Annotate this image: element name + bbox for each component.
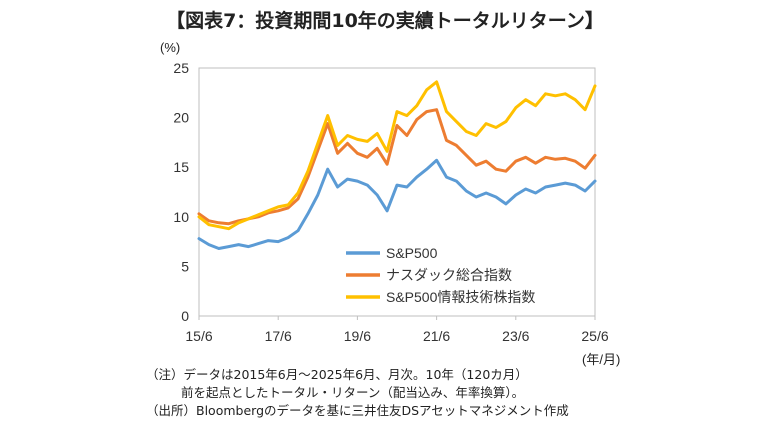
note-line-2: 前を起点としたトータル・リターン（配当込み、年率換算）。 [181, 385, 525, 400]
y-tick-label: 5 [181, 258, 189, 274]
y-tick-label: 10 [173, 209, 189, 225]
legend-label: ナスダック総合指数 [386, 267, 512, 283]
x-tick-label: 19/6 [344, 328, 371, 344]
y-tick-label: 0 [181, 308, 189, 324]
series-line-1 [197, 158, 597, 250]
y-tick-label: 20 [173, 110, 189, 126]
plot-area [198, 67, 596, 317]
axis-ticks: 0 5 10 15 20 25 15/6 17/6 19/6 21/6 23/6 25/6 [173, 60, 608, 344]
x-tick-label: 21/6 [423, 328, 450, 344]
page-title: 【図表7：投資期間10年の実績トータルリターン】 [166, 10, 604, 32]
note-line-1: （注）データは2015年6月～2025年6月、月次。10年（120カ月） [146, 367, 528, 382]
y-tick-label: 25 [173, 60, 189, 76]
legend-label: S&P500情報技術株指数 [386, 289, 535, 305]
series-line-3 [197, 80, 597, 231]
x-tick-label: 17/6 [265, 328, 292, 344]
legend-label: S&P500 [386, 245, 438, 261]
series-line-2 [197, 108, 597, 226]
legend: S&P500 ナスダック総合指数 S&P500情報技術株指数 [346, 245, 535, 305]
x-tick-label: 23/6 [502, 328, 529, 344]
y-tick-label: 15 [173, 159, 189, 175]
series-lines [197, 80, 597, 250]
x-tick-label: 25/6 [581, 328, 608, 344]
x-axis-unit: (年/月) [582, 352, 620, 367]
x-tick-label: 15/6 [185, 328, 212, 344]
y-axis-unit: (%) [160, 40, 180, 55]
source-note: （出所）Bloombergのデータを基に三井住友DSアセットマネジメント作成 [146, 403, 569, 418]
